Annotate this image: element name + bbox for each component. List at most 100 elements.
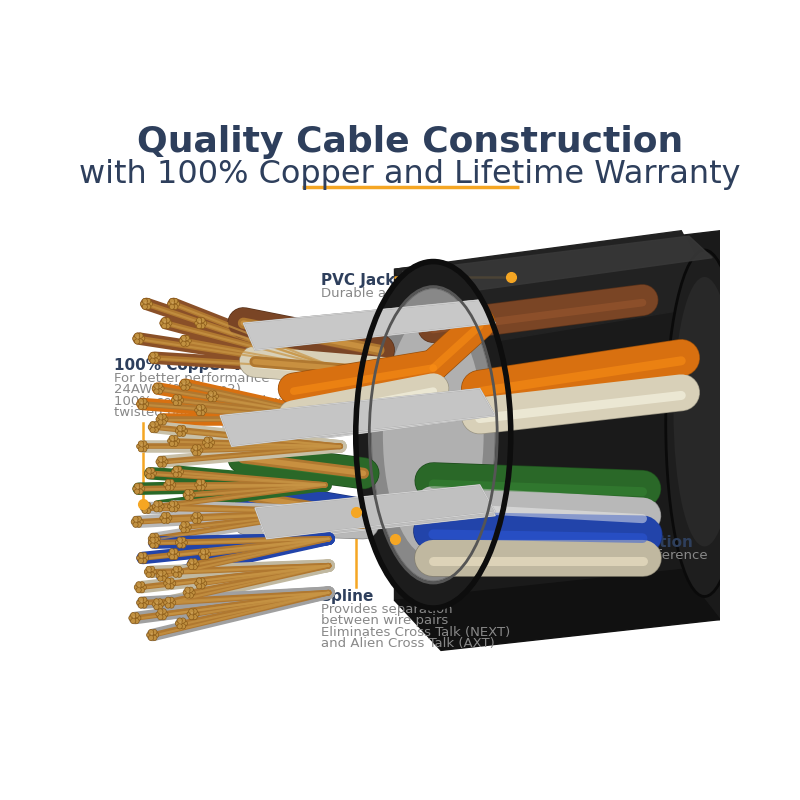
Ellipse shape (138, 519, 143, 525)
Polygon shape (220, 389, 495, 450)
Ellipse shape (152, 425, 154, 427)
Ellipse shape (150, 632, 155, 638)
Ellipse shape (207, 442, 213, 448)
Ellipse shape (184, 385, 190, 390)
Text: Provides separation: Provides separation (321, 602, 453, 616)
Text: Durable and Flexible: Durable and Flexible (321, 287, 458, 300)
Ellipse shape (175, 570, 180, 574)
Ellipse shape (150, 358, 155, 363)
Ellipse shape (140, 444, 146, 449)
Polygon shape (394, 230, 720, 619)
Ellipse shape (182, 525, 188, 530)
Ellipse shape (159, 459, 165, 464)
Ellipse shape (141, 601, 143, 603)
Ellipse shape (142, 553, 147, 558)
Ellipse shape (139, 336, 145, 341)
Ellipse shape (197, 479, 202, 485)
Ellipse shape (179, 338, 185, 343)
Ellipse shape (196, 445, 201, 450)
Ellipse shape (202, 551, 207, 557)
Ellipse shape (159, 504, 164, 509)
Ellipse shape (152, 541, 154, 543)
Ellipse shape (202, 482, 206, 487)
Ellipse shape (154, 422, 158, 427)
Ellipse shape (152, 540, 157, 546)
Ellipse shape (150, 537, 155, 542)
Ellipse shape (155, 386, 161, 391)
Ellipse shape (187, 590, 190, 593)
Ellipse shape (144, 570, 150, 574)
Ellipse shape (175, 469, 180, 474)
Ellipse shape (181, 537, 186, 542)
Ellipse shape (182, 428, 187, 434)
Ellipse shape (178, 428, 184, 434)
Ellipse shape (154, 605, 159, 610)
Text: twisted pairs.: twisted pairs. (114, 406, 204, 419)
Ellipse shape (197, 485, 202, 490)
Ellipse shape (142, 304, 147, 310)
Ellipse shape (194, 562, 199, 566)
Ellipse shape (152, 504, 158, 509)
Ellipse shape (173, 298, 178, 304)
Ellipse shape (170, 600, 176, 606)
Ellipse shape (163, 321, 169, 326)
Ellipse shape (142, 558, 147, 563)
Ellipse shape (137, 486, 139, 489)
Ellipse shape (152, 425, 157, 430)
Ellipse shape (185, 593, 190, 598)
Ellipse shape (200, 318, 205, 323)
Ellipse shape (674, 277, 735, 546)
Ellipse shape (194, 516, 197, 518)
Ellipse shape (147, 302, 153, 306)
Ellipse shape (144, 302, 147, 304)
Ellipse shape (184, 527, 190, 533)
Ellipse shape (138, 585, 141, 587)
Ellipse shape (206, 394, 211, 399)
Ellipse shape (134, 613, 139, 618)
Ellipse shape (162, 459, 168, 464)
Ellipse shape (164, 516, 166, 518)
Ellipse shape (137, 402, 142, 406)
Polygon shape (402, 236, 712, 296)
Ellipse shape (196, 450, 201, 456)
Ellipse shape (174, 504, 180, 509)
Ellipse shape (194, 321, 200, 326)
Ellipse shape (173, 304, 178, 310)
Ellipse shape (175, 540, 181, 546)
Ellipse shape (161, 420, 166, 425)
Ellipse shape (193, 445, 198, 450)
Ellipse shape (171, 398, 177, 402)
Ellipse shape (137, 336, 139, 339)
Ellipse shape (181, 379, 186, 385)
Ellipse shape (173, 506, 178, 512)
Ellipse shape (141, 302, 146, 306)
Ellipse shape (197, 578, 202, 583)
Ellipse shape (161, 609, 166, 614)
Ellipse shape (210, 394, 213, 397)
Ellipse shape (666, 250, 743, 597)
Ellipse shape (134, 339, 140, 344)
Ellipse shape (171, 552, 174, 554)
Polygon shape (255, 485, 495, 538)
Ellipse shape (160, 515, 165, 521)
Ellipse shape (171, 438, 176, 443)
Ellipse shape (138, 597, 143, 602)
Ellipse shape (194, 611, 199, 617)
Text: For better performance: For better performance (114, 372, 270, 385)
Ellipse shape (148, 570, 150, 572)
Ellipse shape (167, 551, 173, 557)
Ellipse shape (204, 554, 209, 560)
Ellipse shape (152, 386, 158, 391)
Ellipse shape (159, 602, 164, 607)
Ellipse shape (148, 355, 154, 361)
Text: 100% Copper Wire: 100% Copper Wire (114, 358, 273, 373)
Ellipse shape (179, 622, 182, 624)
Ellipse shape (178, 398, 183, 402)
Ellipse shape (146, 468, 151, 473)
Ellipse shape (142, 446, 147, 452)
Ellipse shape (171, 439, 174, 442)
Ellipse shape (167, 438, 173, 443)
Ellipse shape (159, 386, 164, 391)
Ellipse shape (177, 394, 182, 400)
Ellipse shape (165, 518, 170, 523)
